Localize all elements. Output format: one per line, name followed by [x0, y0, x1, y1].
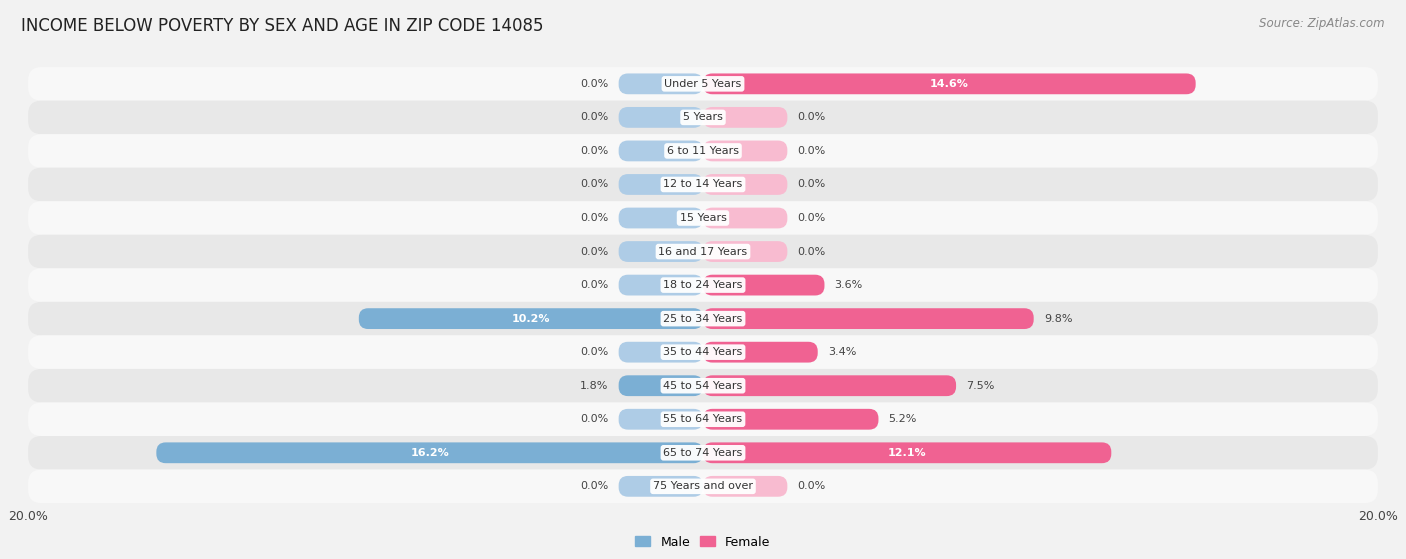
- Text: 75 Years and over: 75 Years and over: [652, 481, 754, 491]
- FancyBboxPatch shape: [703, 476, 787, 497]
- FancyBboxPatch shape: [703, 107, 787, 128]
- FancyBboxPatch shape: [703, 308, 1033, 329]
- FancyBboxPatch shape: [703, 442, 1111, 463]
- Text: 3.4%: 3.4%: [828, 347, 856, 357]
- FancyBboxPatch shape: [619, 342, 703, 363]
- FancyBboxPatch shape: [28, 168, 1378, 201]
- Text: 6 to 11 Years: 6 to 11 Years: [666, 146, 740, 156]
- Text: 0.0%: 0.0%: [581, 79, 609, 89]
- FancyBboxPatch shape: [28, 369, 1378, 402]
- Text: 35 to 44 Years: 35 to 44 Years: [664, 347, 742, 357]
- Text: 0.0%: 0.0%: [581, 179, 609, 190]
- Text: Under 5 Years: Under 5 Years: [665, 79, 741, 89]
- Text: 12 to 14 Years: 12 to 14 Years: [664, 179, 742, 190]
- FancyBboxPatch shape: [619, 241, 703, 262]
- FancyBboxPatch shape: [703, 140, 787, 162]
- FancyBboxPatch shape: [619, 274, 703, 296]
- Text: 0.0%: 0.0%: [581, 280, 609, 290]
- Text: 65 to 74 Years: 65 to 74 Years: [664, 448, 742, 458]
- Text: 0.0%: 0.0%: [797, 213, 825, 223]
- Text: 9.8%: 9.8%: [1043, 314, 1073, 324]
- FancyBboxPatch shape: [28, 302, 1378, 335]
- FancyBboxPatch shape: [619, 107, 703, 128]
- Text: 0.0%: 0.0%: [581, 247, 609, 257]
- FancyBboxPatch shape: [703, 274, 824, 296]
- FancyBboxPatch shape: [28, 235, 1378, 268]
- FancyBboxPatch shape: [619, 409, 703, 430]
- Text: 0.0%: 0.0%: [797, 112, 825, 122]
- Text: 5.2%: 5.2%: [889, 414, 917, 424]
- FancyBboxPatch shape: [619, 140, 703, 162]
- FancyBboxPatch shape: [703, 241, 787, 262]
- Text: 5 Years: 5 Years: [683, 112, 723, 122]
- Text: 16.2%: 16.2%: [411, 448, 449, 458]
- FancyBboxPatch shape: [703, 207, 787, 229]
- FancyBboxPatch shape: [619, 73, 703, 94]
- Text: INCOME BELOW POVERTY BY SEX AND AGE IN ZIP CODE 14085: INCOME BELOW POVERTY BY SEX AND AGE IN Z…: [21, 17, 544, 35]
- Text: 16 and 17 Years: 16 and 17 Years: [658, 247, 748, 257]
- Text: Source: ZipAtlas.com: Source: ZipAtlas.com: [1260, 17, 1385, 30]
- Text: 0.0%: 0.0%: [797, 179, 825, 190]
- FancyBboxPatch shape: [28, 67, 1378, 101]
- Text: 15 Years: 15 Years: [679, 213, 727, 223]
- Text: 0.0%: 0.0%: [797, 247, 825, 257]
- Text: 0.0%: 0.0%: [581, 112, 609, 122]
- Text: 7.5%: 7.5%: [966, 381, 994, 391]
- FancyBboxPatch shape: [619, 174, 703, 195]
- Text: 0.0%: 0.0%: [581, 481, 609, 491]
- Text: 0.0%: 0.0%: [581, 146, 609, 156]
- FancyBboxPatch shape: [703, 409, 879, 430]
- Text: 0.0%: 0.0%: [581, 347, 609, 357]
- FancyBboxPatch shape: [28, 268, 1378, 302]
- Text: 18 to 24 Years: 18 to 24 Years: [664, 280, 742, 290]
- Text: 25 to 34 Years: 25 to 34 Years: [664, 314, 742, 324]
- Legend: Male, Female: Male, Female: [630, 530, 776, 553]
- Text: 14.6%: 14.6%: [929, 79, 969, 89]
- FancyBboxPatch shape: [28, 402, 1378, 436]
- FancyBboxPatch shape: [28, 201, 1378, 235]
- FancyBboxPatch shape: [28, 101, 1378, 134]
- Text: 10.2%: 10.2%: [512, 314, 550, 324]
- FancyBboxPatch shape: [28, 470, 1378, 503]
- FancyBboxPatch shape: [619, 476, 703, 497]
- Text: 12.1%: 12.1%: [887, 448, 927, 458]
- FancyBboxPatch shape: [703, 73, 1195, 94]
- FancyBboxPatch shape: [359, 308, 703, 329]
- Text: 0.0%: 0.0%: [797, 481, 825, 491]
- Text: 0.0%: 0.0%: [581, 414, 609, 424]
- FancyBboxPatch shape: [28, 436, 1378, 470]
- FancyBboxPatch shape: [703, 342, 818, 363]
- FancyBboxPatch shape: [619, 375, 703, 396]
- FancyBboxPatch shape: [156, 442, 703, 463]
- FancyBboxPatch shape: [703, 174, 787, 195]
- Text: 45 to 54 Years: 45 to 54 Years: [664, 381, 742, 391]
- Text: 0.0%: 0.0%: [581, 213, 609, 223]
- FancyBboxPatch shape: [619, 207, 703, 229]
- FancyBboxPatch shape: [28, 335, 1378, 369]
- Text: 55 to 64 Years: 55 to 64 Years: [664, 414, 742, 424]
- FancyBboxPatch shape: [703, 375, 956, 396]
- Text: 1.8%: 1.8%: [581, 381, 609, 391]
- Text: 3.6%: 3.6%: [835, 280, 863, 290]
- FancyBboxPatch shape: [28, 134, 1378, 168]
- Text: 0.0%: 0.0%: [797, 146, 825, 156]
